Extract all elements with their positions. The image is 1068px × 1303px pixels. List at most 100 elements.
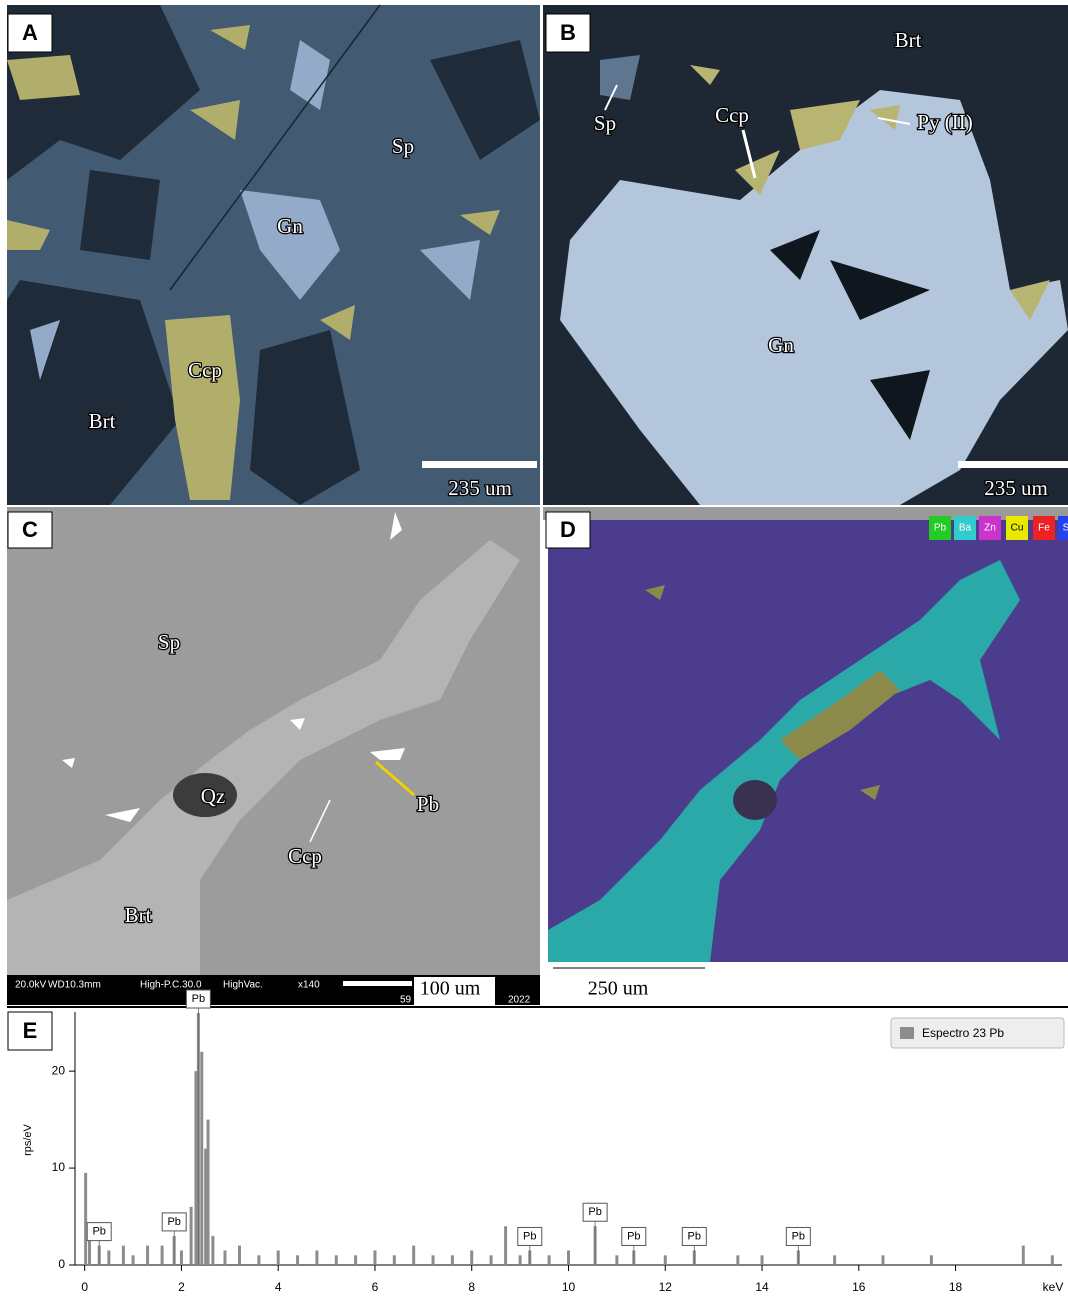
scale-bar [343,981,412,986]
element-label: Pb [934,523,947,534]
scale-label: 235 um [448,476,512,500]
scale-label: 235 um [984,476,1048,500]
element-label: Zn [984,523,996,534]
spectrum-bar [412,1246,415,1265]
sem-info: HighVac. [223,980,263,991]
spectrum-bar [335,1255,338,1265]
mineral-label: Ccp [288,844,322,868]
mineral-label: Brt [125,903,152,927]
panel-d: 250 um Pb Ba Zn Cu Fe S D [543,507,1068,1005]
spectrum-bar [373,1250,376,1265]
sem-info: 20.0kV [15,980,46,991]
x-tick-label: 4 [275,1280,282,1294]
mineral-label: Py (II) [917,110,972,134]
spectrum-bar [432,1255,435,1265]
quartz-zone [733,780,777,820]
x-axis-label: keV [1043,1280,1064,1294]
element-label: Cu [1011,523,1024,534]
panel-letter: A [22,20,38,45]
mineral-label: Sp [392,134,414,158]
sem-info: 59 [400,995,412,1006]
x-tick-label: 18 [949,1280,963,1294]
mineral-label: Sp [158,630,180,654]
spectrum-bar [200,1052,203,1265]
spectrum-bar [223,1250,226,1265]
y-tick-label: 10 [52,1160,66,1174]
spectrum-bar [354,1255,357,1265]
spectrum-bar [761,1255,764,1265]
legend-label: Espectro 23 Pb [922,1026,1004,1040]
peak-label: Pb [167,1216,180,1228]
legend-swatch [900,1027,914,1039]
spectrum-bar [257,1255,260,1265]
x-tick-label: 2 [178,1280,185,1294]
sem-info: High-P.C.30.0 [140,980,202,991]
mineral-label: Gn [277,214,303,238]
panel-a: A Sp Gn Ccp Brt 235 um [7,5,540,505]
x-tick-label: 14 [755,1280,769,1294]
spectrum-bar [736,1255,739,1265]
element-label: Fe [1038,523,1050,534]
spectrum-bar [277,1250,280,1265]
x-tick-label: 6 [372,1280,379,1294]
sem-info: x140 [298,980,320,991]
spectrum-bar [207,1120,210,1265]
spectrum-bar [881,1255,884,1265]
panel-letter: B [560,20,576,45]
y-axis-label: rps/eV [22,1123,34,1155]
scale-label: 100 um [420,978,481,1000]
spectrum-bar [211,1236,214,1265]
spectrum-bar [930,1255,933,1265]
spectrum-bar [548,1255,551,1265]
spectrum-bar [122,1246,125,1265]
scale-bar [422,461,537,468]
spectrum-bar [146,1246,149,1265]
mineral-label: Brt [895,28,922,52]
mineral-label: Gn [768,333,794,357]
peak-label: Pb [688,1230,701,1242]
spectrum-bar [180,1250,183,1265]
spectrum-bar [504,1226,507,1265]
element-label: S [1063,523,1068,534]
y-tick-label: 0 [58,1257,65,1271]
spectrum-bar [615,1255,618,1265]
x-tick-label: 16 [852,1280,866,1294]
spectrum-bar [1051,1255,1054,1265]
scale-bar [958,461,1068,468]
spectrum-bar [393,1255,396,1265]
spectrum-bar [238,1246,241,1265]
panel-letter: E [23,1018,38,1043]
mineral-label: Brt [89,409,116,433]
spectrum-bar [107,1250,110,1265]
panel-b: B Brt Sp Ccp Py (II) Gn 235 um [543,5,1068,505]
spectrum-bar [190,1207,193,1265]
x-tick-label: 12 [659,1280,673,1294]
spectrum-bar [664,1255,667,1265]
figure: A Sp Gn Ccp Brt 235 um B Brt Sp Ccp Py (… [0,0,1068,1298]
scale-label: 250 um [588,978,649,1000]
sem-info: 2022 [508,995,531,1006]
peak-label: Pb [792,1230,805,1242]
spectrum-bar [451,1255,454,1265]
spectrum-bar [132,1255,135,1265]
panel-c: C Sp Qz Pb Ccp Brt 20.0kV WD10.3mm High-… [7,507,540,1007]
spectrum-bar [296,1255,299,1265]
spectrum-bar [1022,1246,1025,1265]
mineral-label: Qz [201,784,226,808]
spectrum-bar [519,1255,522,1265]
mineral-label: Sp [594,111,616,135]
peak-label: Pb [192,993,205,1005]
peak-label: Pb [627,1230,640,1242]
spectrum-bar [84,1173,87,1265]
panel-letter: C [22,517,38,542]
peak-label: Pb [588,1206,601,1218]
spectrum-bar [315,1250,318,1265]
x-tick-label: 8 [468,1280,475,1294]
x-tick-label: 0 [81,1280,88,1294]
spectrum-bar [567,1250,570,1265]
spectrum-bar [490,1255,493,1265]
spectrum-bar [833,1255,836,1265]
element-label: Ba [959,523,972,534]
spectrum-bar [161,1246,164,1265]
y-tick-label: 20 [52,1063,66,1077]
